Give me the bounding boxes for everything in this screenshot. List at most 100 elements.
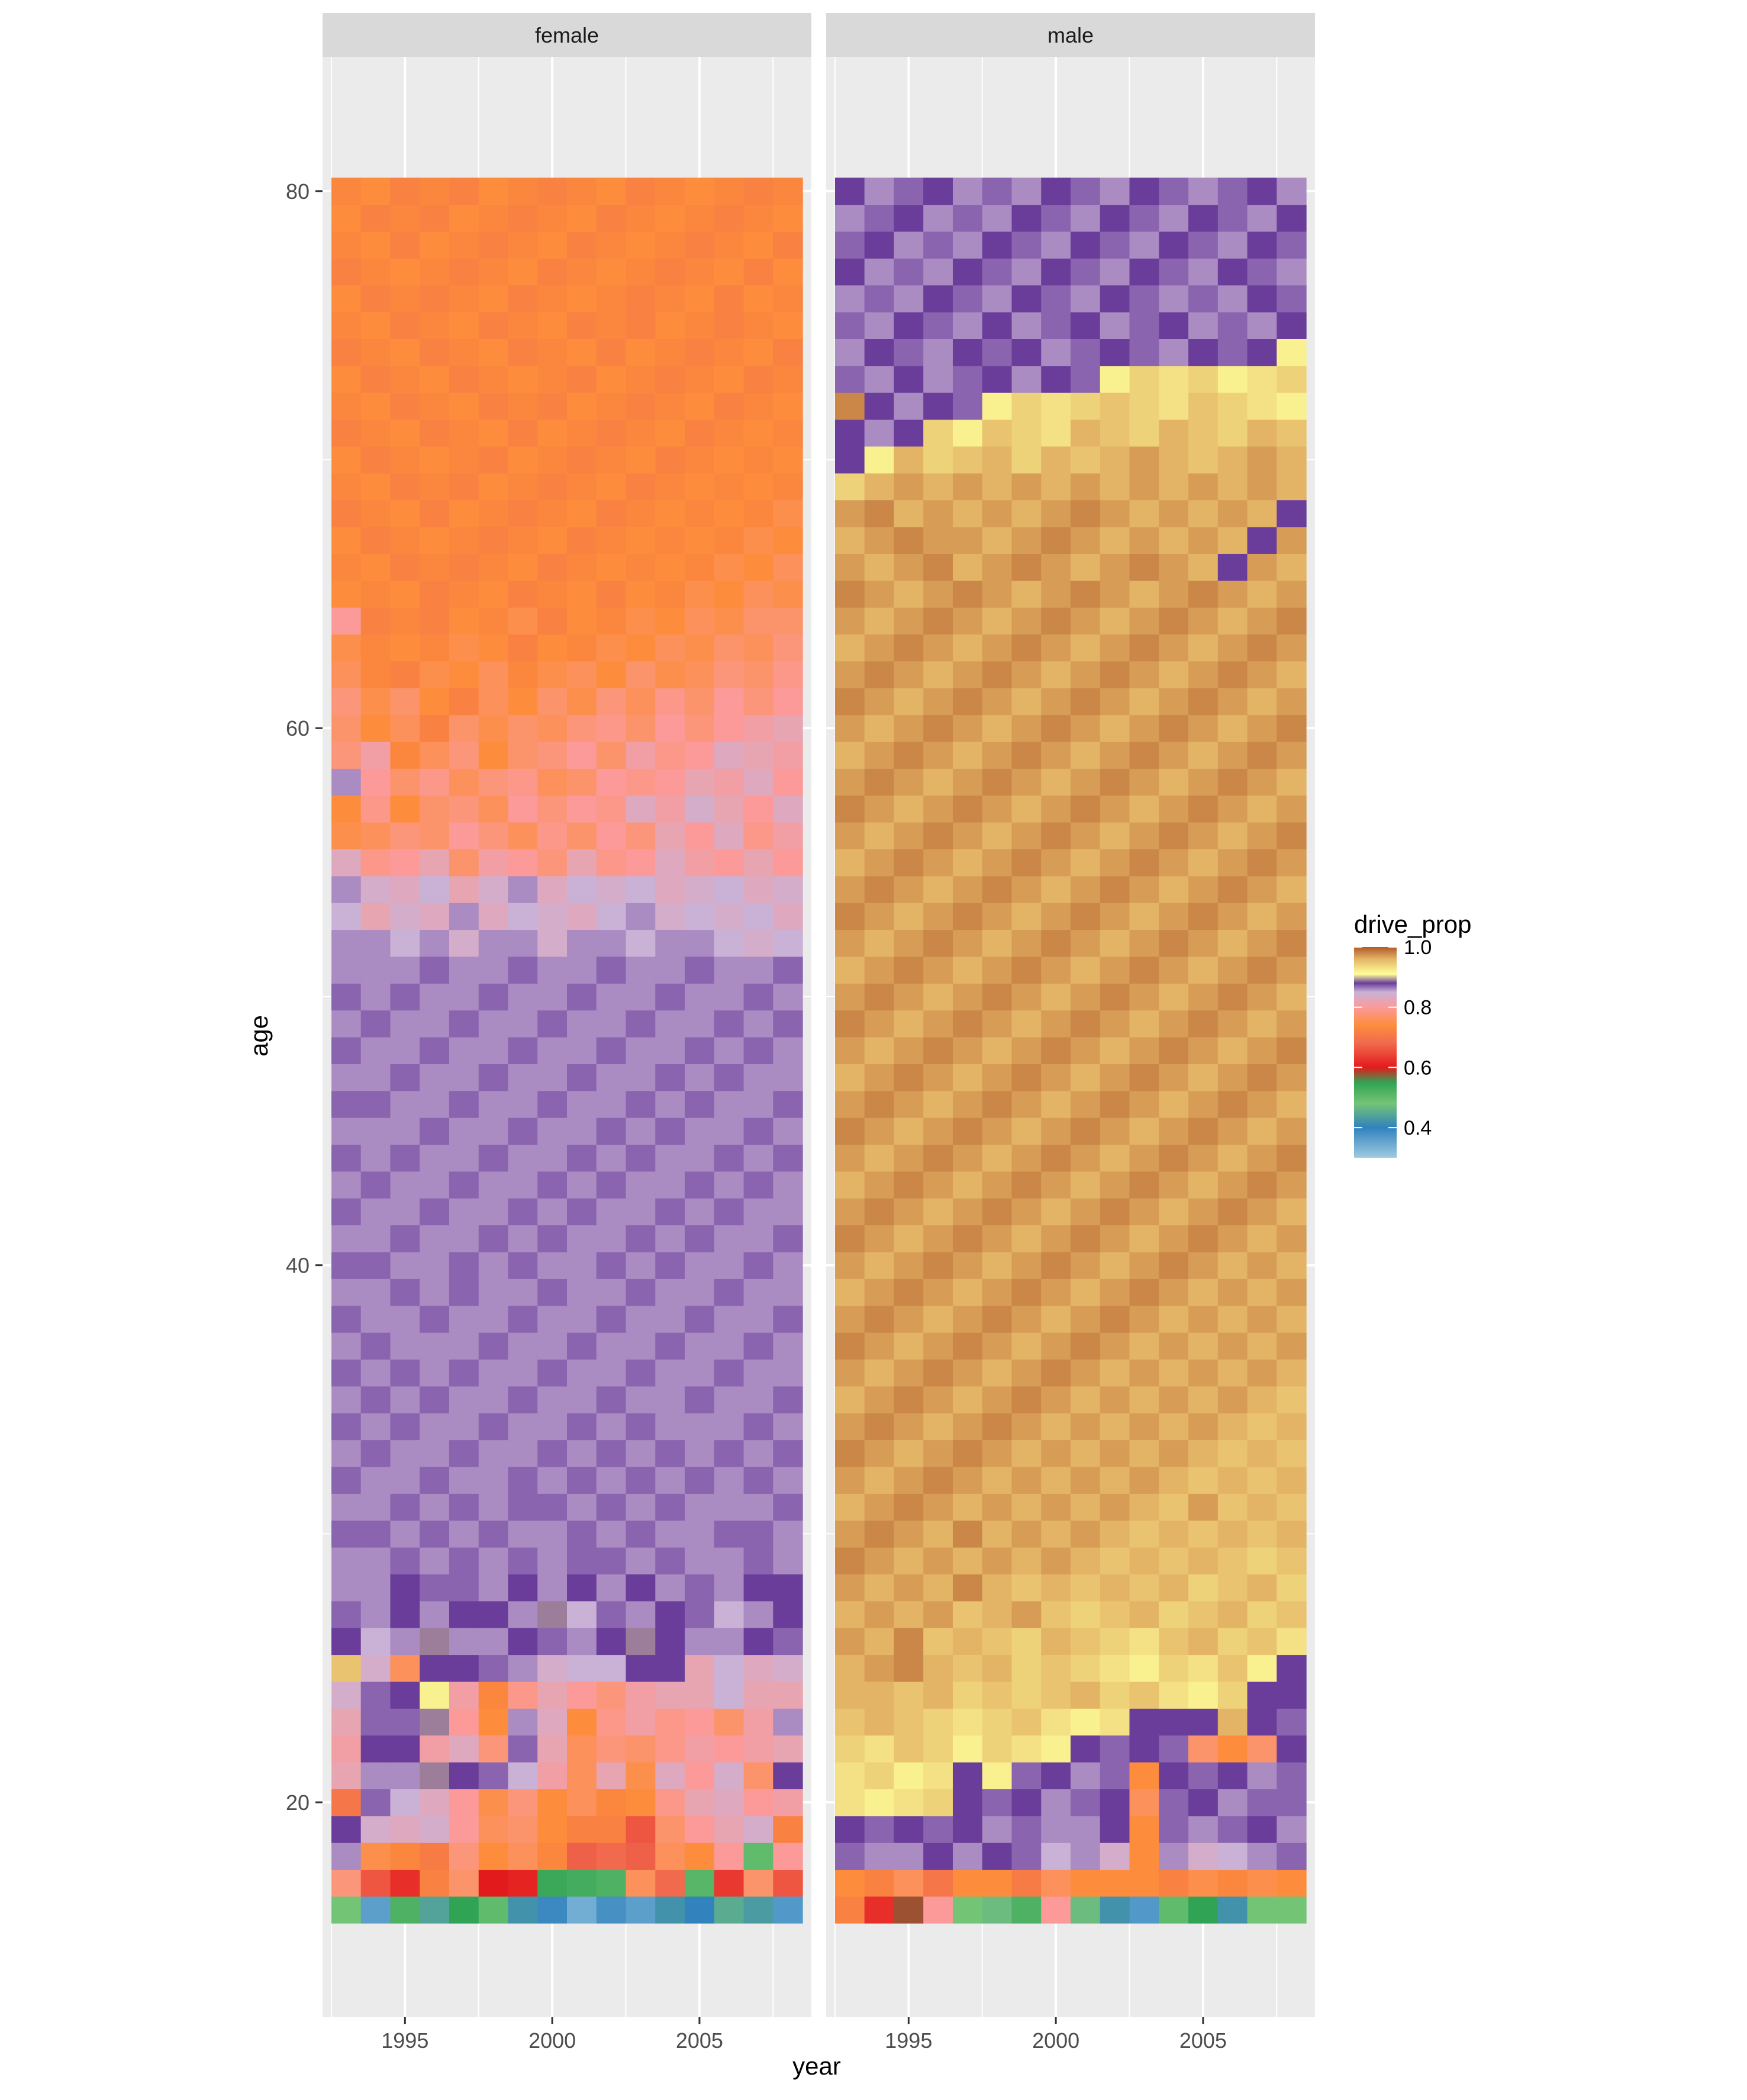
heatmap-tile [390,231,420,259]
heatmap-tile [1277,822,1307,850]
heatmap-tile [743,822,773,850]
heatmap-tile [655,1708,685,1736]
heatmap-tile [1247,983,1277,1011]
heatmap-tile [1129,312,1159,339]
heatmap-tile [1071,768,1101,796]
heatmap-tile [773,1198,803,1226]
heatmap-tile [743,688,773,716]
heatmap-tile [685,1761,715,1789]
y-tick-label: 80 [286,179,310,204]
heatmap-tile [685,929,715,957]
heatmap-tile [1100,741,1130,769]
heatmap-tile [952,580,983,608]
heatmap-tile [1041,1708,1071,1736]
heatmap-tile [864,714,895,742]
heatmap-tile [478,1493,509,1521]
heatmap-tile [478,1520,509,1548]
heatmap-tile [834,903,865,930]
heatmap-tile [449,204,479,232]
heatmap-tile [449,178,479,205]
heatmap-tile [655,1037,685,1064]
heatmap-tile [1217,634,1248,662]
heatmap-tile [952,607,983,635]
heatmap-tile [1129,526,1159,554]
heatmap-tile [478,714,509,742]
heatmap-tile [743,607,773,635]
heatmap-tile [1247,634,1277,662]
heatmap-tile [1159,1198,1189,1226]
heatmap-tile [685,1064,715,1091]
heatmap-tile [449,929,479,957]
heatmap-tile [390,822,420,850]
heatmap-tile [1011,365,1042,393]
heatmap-tile [1188,1198,1219,1226]
heatmap-tile [1129,339,1159,366]
heatmap-tile [1071,1654,1101,1682]
heatmap-tile [478,1251,509,1279]
heatmap-tile [360,1251,391,1279]
heatmap-tile [1247,903,1277,930]
heatmap-tile [1011,1574,1042,1602]
heatmap-tile [923,1761,953,1789]
heatmap-tile [1129,1359,1159,1387]
heatmap-tile [1159,1815,1189,1843]
heatmap-tile [1041,473,1071,501]
heatmap-tile [1188,1815,1219,1843]
heatmap-tile [952,903,983,930]
heatmap-tile [1011,258,1042,286]
heatmap-tile [596,473,627,501]
heatmap-tile [596,1305,627,1333]
heatmap-tile [537,688,568,716]
heatmap-tile [1100,1789,1130,1816]
heatmap-tile [567,1171,597,1199]
heatmap-tile [1159,1171,1189,1199]
heatmap-tile [567,1198,597,1226]
heatmap-tile [1159,1090,1189,1118]
heatmap-tile [1041,1574,1071,1602]
heatmap-tile [834,956,865,984]
heatmap-tile [1217,983,1248,1011]
heatmap-tile [1188,526,1219,554]
heatmap-tile [596,875,627,903]
heatmap-tile [390,634,420,662]
x-axis-female: 1995 2000 2005 [381,2017,723,2053]
heatmap-tile [508,1413,538,1441]
heatmap-tile [655,1600,685,1628]
heatmap-tile [773,1761,803,1789]
heatmap-tile [449,688,479,716]
heatmap-tile [390,1171,420,1199]
heatmap-tile [982,1708,1013,1736]
heatmap-tile [773,553,803,581]
heatmap-tile [390,285,420,313]
heatmap-tile [390,1574,420,1602]
heatmap-tile [478,500,509,527]
heatmap-tile [420,1761,450,1789]
heatmap-tile [1159,1037,1189,1064]
heatmap-tile [655,1359,685,1387]
heatmap-tile [390,339,420,366]
heatmap-tile [952,1198,983,1226]
heatmap-tile [1277,419,1307,447]
heatmap-tile [743,553,773,581]
heatmap-tile [1247,1600,1277,1628]
heatmap-tile [894,1117,924,1145]
heatmap-tile [982,1225,1013,1252]
heatmap-tile [508,688,538,716]
heatmap-tile [655,1010,685,1038]
heatmap-tile [952,634,983,662]
heatmap-tile [1041,1466,1071,1494]
heatmap-tile [1129,903,1159,930]
heatmap-tile [923,1708,953,1736]
heatmap-tile [508,1171,538,1199]
heatmap-tile [773,1628,803,1655]
heatmap-tile [773,580,803,608]
heatmap-tile [894,849,924,877]
heatmap-tile [773,1225,803,1252]
heatmap-tile [864,1117,895,1145]
heatmap-tile [834,688,865,716]
heatmap-tile [773,1144,803,1172]
heatmap-tile [596,1090,627,1118]
heatmap-tile [360,285,391,313]
heatmap-tile [1011,1225,1042,1252]
heatmap-tile [449,768,479,796]
